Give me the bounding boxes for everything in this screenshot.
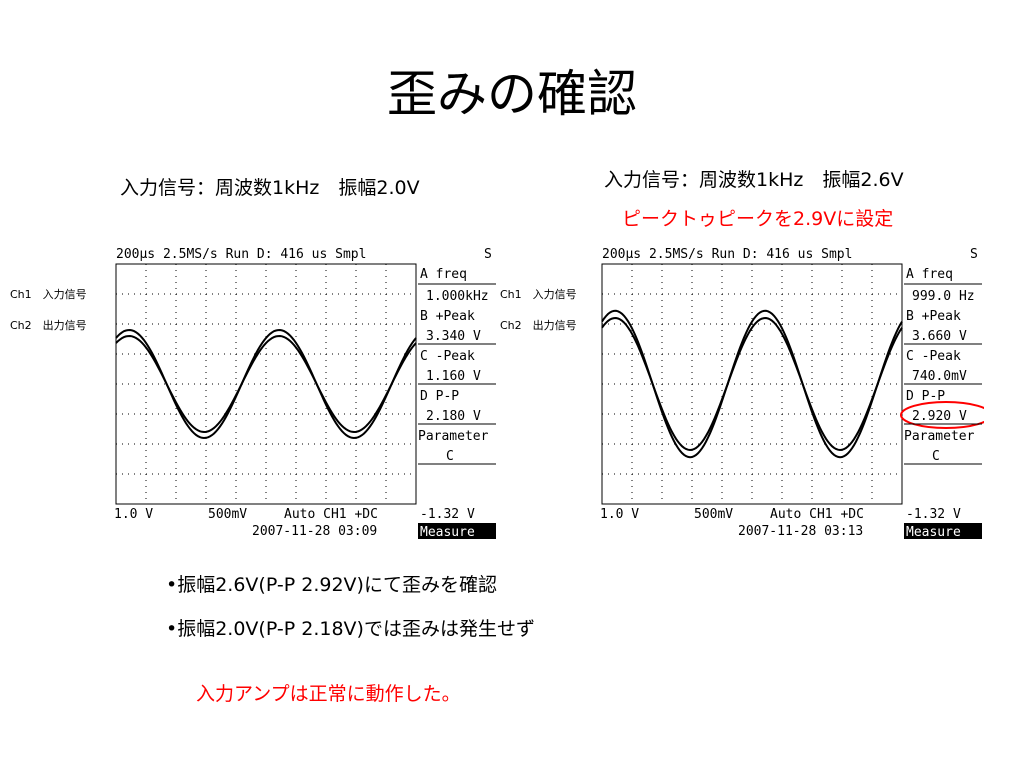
right-scope-header: 200μs 2.5MS/s Run D: 416 us Smpl bbox=[602, 247, 852, 262]
left-oscilloscope-screen: 200μs 2.5MS/s Run D: 416 us Smpl S A fre… bbox=[108, 242, 498, 542]
left-ch2-scale: 500mV bbox=[208, 507, 247, 522]
right-scope-caption: 入力信号：周波数1kHz 振幅2.6V bbox=[604, 169, 904, 191]
right-meas-a-label: A freq bbox=[906, 267, 953, 282]
right-trigger: Auto CH1 +DC bbox=[770, 507, 864, 522]
left-ch1-scale: 1.0 V bbox=[114, 507, 153, 522]
left-trigger: Auto CH1 +DC bbox=[284, 507, 378, 522]
right-scope-note: ピークトゥピークを2.9Vに設定 bbox=[622, 208, 894, 230]
right-meas-a-value: 999.0 Hz bbox=[912, 289, 975, 304]
right-meas-c-label: C -Peak bbox=[906, 349, 961, 364]
right-meas-c-value: 740.0mV bbox=[912, 369, 967, 384]
right-trigger-level: -1.32 V bbox=[906, 507, 961, 522]
left-meas-a-label: A freq bbox=[420, 267, 467, 282]
left-scope-caption: 入力信号：周波数1kHz 振幅2.0V bbox=[120, 177, 420, 199]
right-scope-grid bbox=[601, 263, 903, 505]
right-meas-d-label: D P-P bbox=[906, 389, 945, 404]
right-measure-label: Measure bbox=[906, 525, 961, 540]
right-ch1-label: Ch1 入力信号 bbox=[500, 288, 577, 301]
left-parameter-label: Parameter bbox=[418, 429, 489, 444]
left-waveform-output bbox=[115, 334, 417, 434]
left-ch2-label: Ch2 出力信号 bbox=[10, 319, 87, 332]
left-meas-d-value: 2.180 V bbox=[426, 409, 481, 424]
left-meas-b-value: 3.340 V bbox=[426, 329, 481, 344]
bullet-2: •振幅2.0V(P-P 2.18V)では歪みは発生せず bbox=[166, 618, 535, 640]
right-measurement-panel: A freq 999.0 Hz B +Peak 3.660 V C -Peak … bbox=[900, 267, 984, 465]
right-scope-header-flag: S bbox=[970, 247, 978, 262]
left-scope-svg: 200μs 2.5MS/s Run D: 416 us Smpl S A fre… bbox=[114, 247, 496, 540]
left-meas-c-label: C -Peak bbox=[420, 349, 475, 364]
left-scope-header: 200μs 2.5MS/s Run D: 416 us Smpl bbox=[116, 247, 366, 262]
left-meas-a-value: 1.000kHz bbox=[426, 289, 489, 304]
right-ch1-scale: 1.0 V bbox=[600, 507, 639, 522]
right-parameter-label: Parameter bbox=[904, 429, 975, 444]
bullet-1: •振幅2.6V(P-P 2.92V)にて歪みを確認 bbox=[166, 574, 497, 596]
right-waveform-output bbox=[601, 316, 903, 452]
right-pp-highlight-circle bbox=[900, 401, 984, 429]
right-ch2-scale: 500mV bbox=[694, 507, 733, 522]
right-meas-d-value: 2.920 V bbox=[912, 409, 967, 424]
right-ch2-label: Ch2 出力信号 bbox=[500, 319, 577, 332]
left-timestamp: 2007-11-28 03:09 bbox=[252, 524, 377, 539]
right-parameter-value: C bbox=[932, 449, 940, 464]
left-scope-header-flag: S bbox=[484, 247, 492, 262]
left-meas-c-value: 1.160 V bbox=[426, 369, 481, 384]
left-measurement-panel: A freq 1.000kHz B +Peak 3.340 V C -Peak … bbox=[418, 267, 496, 465]
left-meas-b-label: B +Peak bbox=[420, 309, 475, 324]
left-measure-label: Measure bbox=[420, 525, 475, 540]
left-trigger-level: -1.32 V bbox=[420, 507, 475, 522]
right-timestamp: 2007-11-28 03:13 bbox=[738, 524, 863, 539]
left-scope-grid bbox=[115, 263, 417, 505]
right-meas-b-value: 3.660 V bbox=[912, 329, 967, 344]
right-scope-svg: 200μs 2.5MS/s Run D: 416 us Smpl S A fre… bbox=[600, 247, 984, 540]
left-parameter-value: C bbox=[446, 449, 454, 464]
conclusion-text: 入力アンプは正常に動作した。 bbox=[196, 683, 461, 705]
right-oscilloscope-screen: 200μs 2.5MS/s Run D: 416 us Smpl S A fre… bbox=[594, 242, 984, 542]
right-meas-b-label: B +Peak bbox=[906, 309, 961, 324]
left-ch1-label: Ch1 入力信号 bbox=[10, 288, 87, 301]
slide-title: 歪みの確認 bbox=[387, 65, 637, 123]
left-meas-d-label: D P-P bbox=[420, 389, 459, 404]
